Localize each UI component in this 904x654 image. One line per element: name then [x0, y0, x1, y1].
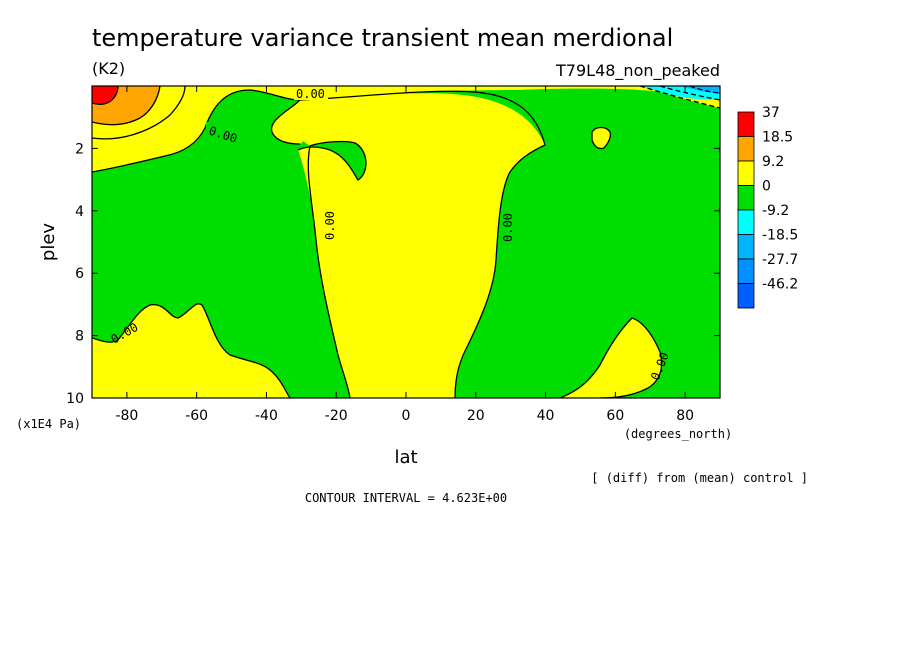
x-tick-label: -40	[255, 408, 278, 424]
contour-interval: CONTOUR INTERVAL = 4.623E+00	[305, 491, 507, 505]
chart-title: temperature variance transient mean merd…	[92, 24, 673, 52]
legend-label: 9.2	[762, 154, 784, 170]
y-tick-label: 8	[75, 329, 84, 345]
legend-label: -46.2	[762, 277, 798, 293]
legend-swatch	[737, 209, 755, 235]
y-tick-label: 4	[75, 204, 84, 220]
legend-swatch	[737, 111, 755, 137]
x-tick-label: 80	[676, 408, 694, 424]
x-tick-label: -60	[185, 408, 208, 424]
x-tick-label: 20	[467, 408, 485, 424]
contour-label: 0.00	[296, 87, 325, 101]
legend-label: -27.7	[762, 252, 798, 268]
legend-label: 37	[762, 105, 780, 121]
y-tick-label: 6	[75, 266, 84, 282]
x-axis-label: lat	[394, 447, 417, 468]
x-axis-units: (degrees_north)	[624, 427, 732, 441]
legend-swatch	[737, 160, 755, 186]
y-axis-units: (x1E4 Pa)	[16, 417, 81, 431]
dataset-label: T79L48_non_peaked	[555, 61, 720, 81]
x-axis: -80 -60 -40 -20 0 20 40 60 80	[115, 86, 694, 424]
legend-label: -9.2	[762, 203, 789, 219]
legend-swatch	[737, 136, 755, 162]
legend-label: -18.5	[762, 228, 798, 244]
legend-label: 18.5	[762, 130, 793, 146]
diff-note: [ (diff) from (mean) control ]	[591, 471, 808, 485]
legend-label: 0	[762, 179, 771, 195]
x-tick-label: -20	[325, 408, 348, 424]
legend-swatch	[737, 185, 755, 211]
legend-swatch	[737, 258, 755, 284]
contour-label: 0.00	[323, 211, 337, 240]
plot-area	[92, 86, 720, 398]
x-tick-label: 40	[537, 408, 555, 424]
y-axis: 2 4 6 8 10	[66, 141, 720, 407]
contour-label: 0.00	[501, 213, 515, 242]
region-yellow-bottom-right	[560, 318, 662, 398]
y-tick-label: 2	[75, 141, 84, 157]
contour-lines	[92, 86, 720, 398]
region-yellow-center-main	[295, 93, 545, 398]
color-legend: 37 18.5 9.2 0 -9.2 -18.5 -27.7 -46.2	[737, 105, 798, 309]
x-tick-label: -80	[115, 408, 138, 424]
region-yellow-bottom-left	[92, 303, 290, 398]
x-tick-label: 60	[606, 408, 624, 424]
legend-swatch	[737, 234, 755, 260]
region-yellow-blob	[592, 127, 611, 149]
chart-units: (K2)	[92, 59, 125, 78]
y-tick-label: 10	[66, 391, 84, 407]
x-tick-label: 0	[402, 408, 411, 424]
y-axis-label: plev	[38, 223, 59, 262]
legend-swatch	[737, 283, 755, 309]
